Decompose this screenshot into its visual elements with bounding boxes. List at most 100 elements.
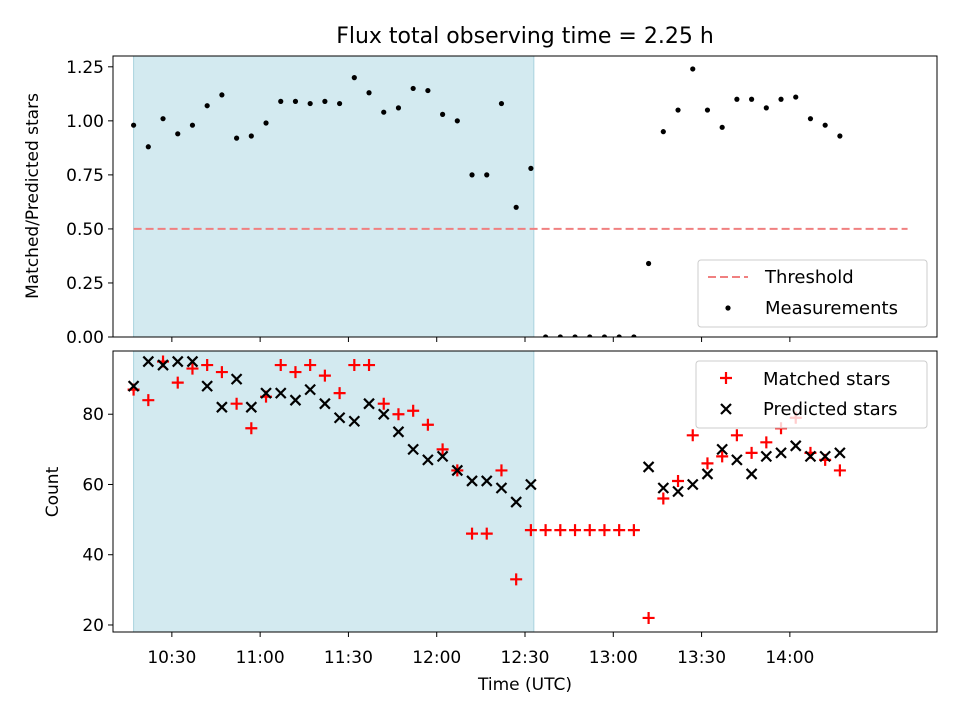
count-y-axis-label: Count	[43, 466, 63, 517]
matched-stars-point	[289, 366, 302, 379]
matched-stars-point	[627, 524, 640, 537]
y-tick-label: 0.50	[66, 220, 104, 240]
measurement-point	[204, 103, 210, 109]
matched-stars-point	[348, 359, 361, 372]
matched-stars-point	[304, 359, 317, 372]
measurement-point	[572, 334, 578, 337]
measurement-point	[278, 98, 284, 104]
predicted-stars-point	[142, 355, 155, 368]
measurement-point	[292, 98, 299, 104]
predicted-stars-point	[525, 478, 537, 491]
measurement-point	[351, 75, 357, 81]
predicted-stars-point	[789, 440, 802, 452]
measurement-point	[425, 87, 431, 94]
x-tick-label: 11:00	[236, 648, 285, 668]
predicted-stars-point	[436, 450, 449, 463]
predicted-stars-point	[731, 454, 743, 466]
predicted-stars-point	[171, 355, 184, 368]
measurement-point	[263, 120, 269, 126]
predicted-stars-point	[495, 482, 508, 494]
measurement-point	[322, 98, 328, 104]
predicted-stars-point	[745, 468, 758, 480]
matched-stars-point	[686, 429, 699, 442]
measurement-point	[749, 96, 755, 102]
measurement-point	[807, 116, 814, 122]
chart-title: Flux total observing time = 2.25 h	[336, 24, 714, 49]
matched-stars-point	[363, 359, 376, 372]
measurement-point	[248, 133, 254, 139]
y-tick-label: 1.25	[66, 58, 104, 78]
x-tick-label: 11:30	[324, 648, 373, 668]
measurement-point	[366, 90, 372, 96]
predicted-stars-point	[392, 426, 405, 438]
matched-stars-point	[613, 524, 626, 537]
ratio-plot-frame	[112, 55, 938, 338]
matched-stars-point	[657, 492, 670, 505]
measurement-point	[131, 122, 137, 128]
measurement-point	[528, 165, 534, 171]
x-axis-label: Time (UTC)	[477, 675, 572, 695]
matched-stars-point	[377, 397, 390, 410]
predicted-stars-point	[363, 397, 375, 410]
count-legend-box	[695, 360, 928, 429]
predicted-stars-point	[672, 485, 684, 498]
measurement-point	[793, 94, 799, 100]
predicted-stars-point	[760, 450, 773, 463]
matched-stars-point	[171, 376, 184, 389]
predicted-legend-swatch	[720, 403, 732, 415]
predicted-stars-point	[260, 387, 272, 399]
predicted-stars-point	[701, 468, 714, 480]
y-tick-label: 1.00	[66, 112, 104, 132]
measurement-point	[498, 100, 505, 107]
predicted-stars-point	[245, 401, 258, 413]
measurement-point	[145, 144, 151, 150]
matched-stars-point	[186, 362, 199, 375]
predicted-stars-point	[642, 461, 655, 473]
predicted-stars-point	[657, 482, 670, 494]
measurement-point	[734, 96, 740, 102]
matched-stars-point	[730, 429, 743, 442]
ratio-legend: Threshold Measurements	[697, 259, 928, 328]
predicted-stars-point	[686, 478, 699, 491]
predicted-stars-point	[716, 443, 728, 456]
matched-stars-point	[672, 474, 685, 487]
measurement-point	[704, 107, 711, 113]
threshold-legend-label: Threshold	[764, 267, 854, 288]
count-plot-frame	[112, 350, 938, 633]
measurement-point	[234, 135, 240, 141]
matched-stars-point	[421, 418, 434, 431]
measurement-point	[646, 260, 652, 267]
matched-stars-point	[142, 394, 155, 407]
matched-stars-point	[215, 366, 228, 379]
matched-stars-point	[760, 436, 773, 449]
count-axes: 20 40 60 80	[82, 405, 791, 637]
x-tick-label: 13:00	[589, 648, 638, 668]
ratio-panel: 0.00 0.25 0.50 0.75 1.00 1.25 Matched/Predict…	[23, 55, 938, 348]
measurement-point	[601, 334, 608, 337]
measurement-point	[543, 334, 549, 337]
measurement-point	[557, 334, 563, 337]
measurement-point	[675, 107, 681, 113]
matched-legend-label: Matched stars	[763, 369, 890, 390]
measurement-point	[395, 105, 402, 111]
measurement-point	[189, 122, 196, 128]
predicted-stars-point	[510, 496, 522, 508]
matched-stars-point	[495, 464, 508, 477]
matched-stars-point	[274, 359, 287, 372]
matched-stars-point	[833, 464, 846, 477]
predicted-stars-point	[422, 454, 434, 466]
predicted-stars-point	[451, 464, 464, 477]
predicted-stars-point	[230, 373, 243, 385]
measurement-point	[660, 129, 666, 135]
y-tick-label: 40	[82, 546, 104, 566]
matched-stars-point	[539, 524, 552, 537]
ratio-axes: 0.00 0.25 0.50 0.75 1.00 1.25	[66, 58, 791, 348]
matched-stars-point	[569, 524, 582, 537]
predicted-stars-point	[348, 415, 361, 428]
matched-stars-point	[201, 359, 214, 372]
measurement-point	[307, 100, 313, 107]
matched-stars-point	[333, 387, 346, 400]
predicted-stars-point	[216, 401, 228, 413]
x-tick-label: 13:30	[677, 648, 726, 668]
matched-stars-point	[583, 524, 596, 537]
